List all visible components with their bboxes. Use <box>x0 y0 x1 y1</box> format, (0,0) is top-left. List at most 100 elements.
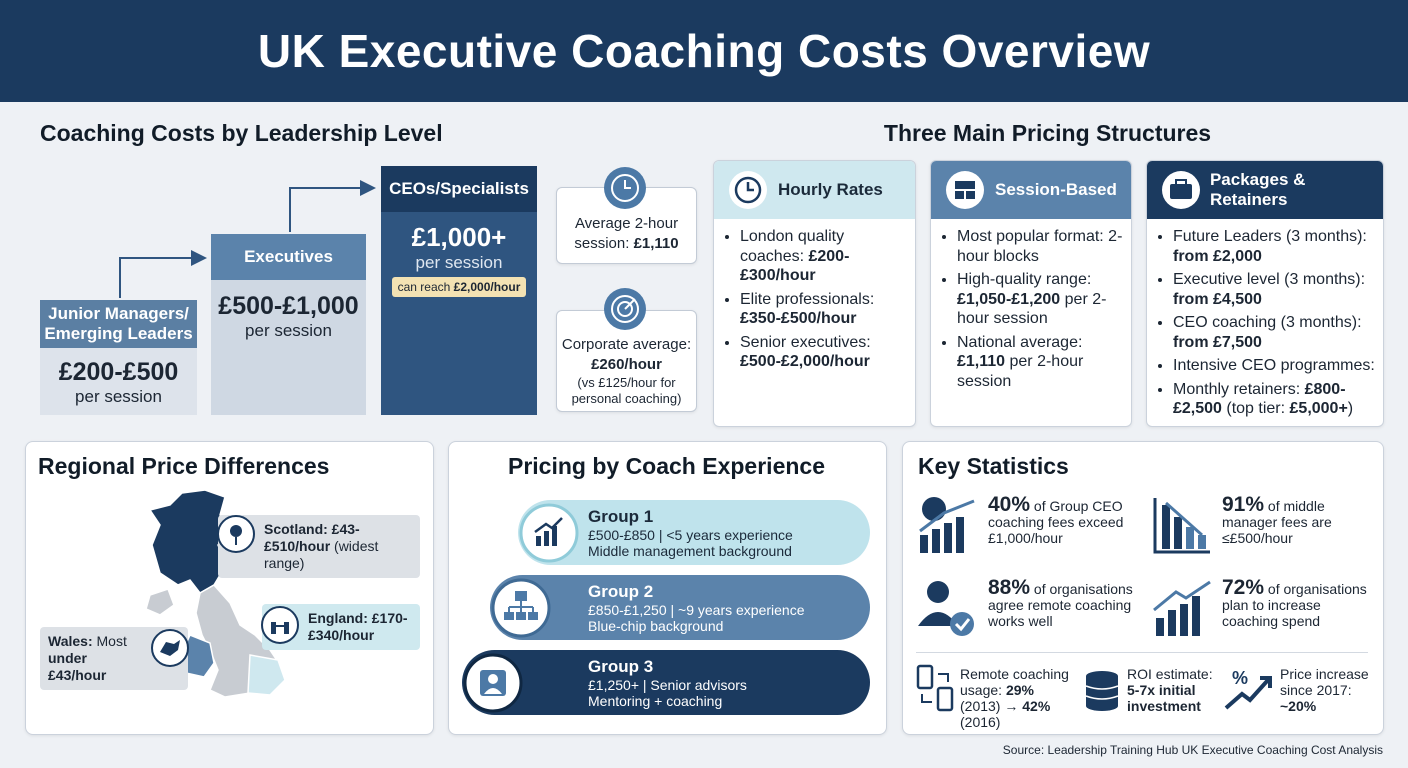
section-title: Pricing by Coach Experience <box>507 453 825 479</box>
stat: 40% of Group CEO coaching fees exceed £1… <box>988 494 1138 546</box>
chart-icon <box>519 503 579 562</box>
source-note: Source: Leadership Training Hub UK Execu… <box>1002 743 1383 757</box>
card-title: Packages & Retainers <box>1209 170 1306 209</box>
stat-value: 88% <box>988 576 1031 599</box>
card-list: London quality coaches: £200-£300/hour El… <box>714 227 915 372</box>
group-detail: £500-£850 | <5 years experience <box>588 526 793 543</box>
org-icon <box>491 578 551 637</box>
text-segment: National average: <box>957 333 1083 351</box>
stat-text: of middle manager fees are ≤£500/hour <box>1222 498 1332 546</box>
card-header: Session-Based <box>931 161 1131 219</box>
level-label: Executives <box>211 234 366 280</box>
group-detail: £1,250+ | Senior advisors <box>588 676 747 693</box>
text-segment: £1,050-£1,200 <box>957 290 1061 308</box>
text-segment: £500-£2,000/hour <box>740 353 870 370</box>
pricing-card: Hourly Rates London quality coaches: £20… <box>713 160 916 427</box>
list-item: Executive level (3 months): from £4,500 <box>1173 270 1375 309</box>
svg-text:%: % <box>1232 668 1248 688</box>
text-segment: Corporate average: <box>561 336 692 353</box>
person-icon <box>463 653 523 712</box>
small-stat: Remote coaching usage: 29% (2013) → 42% … <box>960 666 1078 730</box>
text-segment: per 2-hour session <box>957 353 1084 390</box>
text-segment: England: £170-£340/hour <box>308 610 408 643</box>
text-segment: from £4,500 <box>1173 290 1262 308</box>
text-segment: High-quality range: <box>957 271 1092 288</box>
card-title: Session-Based <box>995 180 1117 199</box>
stat-text: of Group CEO coaching fees exceed £1,000… <box>988 498 1124 546</box>
list-item: Future Leaders (3 months): from £2,000 <box>1173 227 1375 266</box>
stat-value: 40% <box>988 493 1031 516</box>
briefcase-icon <box>1162 171 1200 209</box>
divider <box>916 652 1368 653</box>
stat-text: of organisations plan to increase coachi… <box>1222 581 1367 629</box>
stat-text: of organisations agree remote coaching w… <box>988 581 1133 629</box>
list-item: Senior executives: £500-£2,000/hour <box>740 333 907 372</box>
list-item: High-quality range: £1,050-£1,200 per 2-… <box>957 270 1123 329</box>
decline-icon <box>1153 498 1210 554</box>
text-segment: Average 2-hour session: <box>574 215 679 252</box>
group-detail: £850-£1,250 | ~9 years experience <box>588 601 805 618</box>
stat: 88% of organisations agree remote coachi… <box>988 577 1138 629</box>
text-segment: Senior executives: <box>740 333 871 351</box>
stair-arrows <box>119 180 376 298</box>
level-label: CEOs/Specialists <box>381 166 537 212</box>
text-segment: Price increase since 2017: <box>1280 666 1369 698</box>
target-icon <box>604 288 646 330</box>
text-segment: £1,110 <box>633 235 679 252</box>
text-segment: £2,000/hour <box>453 280 521 294</box>
text-segment: (widest range) <box>264 538 379 571</box>
text-segment: from £2,000 <box>1173 247 1262 265</box>
group-pill: Group 2 £850-£1,250 | ~9 years experienc… <box>490 575 870 640</box>
group-detail: Mentoring + coaching <box>588 692 723 709</box>
group-name: Group 2 <box>588 581 654 601</box>
page-title: UK Executive Coaching Costs Overview <box>257 25 1151 77</box>
card-title: Hourly Rates <box>778 180 883 199</box>
text-segment: 5-7x initial investment <box>1127 682 1201 714</box>
panel <box>902 441 1384 735</box>
region-icon <box>217 515 255 553</box>
small-stat: ROI estimate: 5-7x initial investment <box>1127 666 1217 714</box>
group-pill: Group 3 £1,250+ | Senior advisors Mentor… <box>462 650 870 715</box>
list-item: CEO coaching (3 months): from £7,500 <box>1173 313 1375 352</box>
clock-icon <box>729 171 767 209</box>
pricing-card: Session-Based Most popular format: 2-hou… <box>930 160 1132 427</box>
level-body: £1,000+ per session can reach £2,000/hou… <box>381 212 537 415</box>
list-item: London quality coaches: £200-£300/hour <box>740 227 907 286</box>
level-body: £500-£1,000 per session <box>211 280 366 415</box>
text-segment: CEO coaching (3 months): <box>1173 314 1362 331</box>
text-segment: £260/hour <box>591 356 662 373</box>
text-segment: ) <box>1347 400 1354 417</box>
card-header: Hourly Rates <box>714 161 915 219</box>
text-segment: £800-£2,500 <box>1173 380 1346 418</box>
list-item: Intensive CEO programmes: <box>1173 356 1375 376</box>
text-segment: Scotland: £43-£510/hour <box>264 521 360 554</box>
text-segment: per 2-hour session <box>957 290 1107 328</box>
text-segment: under £43/hour <box>48 650 107 683</box>
text-segment: Elite professionals: <box>740 290 875 308</box>
section-title: Coaching Costs by Leadership Level <box>40 120 443 146</box>
group-detail: Blue-chip background <box>588 617 724 634</box>
text-segment: ~20% <box>1280 698 1317 714</box>
region-icon <box>151 629 189 667</box>
section-title: Regional Price Differences <box>38 453 330 479</box>
list-item: National average: £1,110 per 2-hour sess… <box>957 333 1123 392</box>
growth-icon <box>1153 580 1211 636</box>
level-price: £200-£500 <box>58 358 179 386</box>
level-unit: per session <box>245 321 332 340</box>
text-segment: 29% <box>1005 682 1034 698</box>
level-price: £500-£1,000 <box>218 292 359 320</box>
text-segment: £5,000+ <box>1289 400 1348 417</box>
level-unit: per session <box>415 253 503 272</box>
approval-icon <box>918 581 974 636</box>
list-item: Elite professionals: £350-£500/hour <box>740 290 907 329</box>
level-label: Junior Managers/ Emerging Leaders <box>40 300 197 348</box>
text-segment: Monthly retainers: <box>1173 380 1305 398</box>
clock-icon <box>604 167 646 209</box>
card-list: Most popular format: 2-hour blocks High-q… <box>931 227 1131 391</box>
devices-icon <box>916 664 954 712</box>
list-item: Most popular format: 2-hour blocks <box>957 227 1123 266</box>
text-segment: Intensive CEO programmes: <box>1173 357 1375 374</box>
region-label: Scotland: £43-£510/hour (widest range) <box>218 515 420 578</box>
